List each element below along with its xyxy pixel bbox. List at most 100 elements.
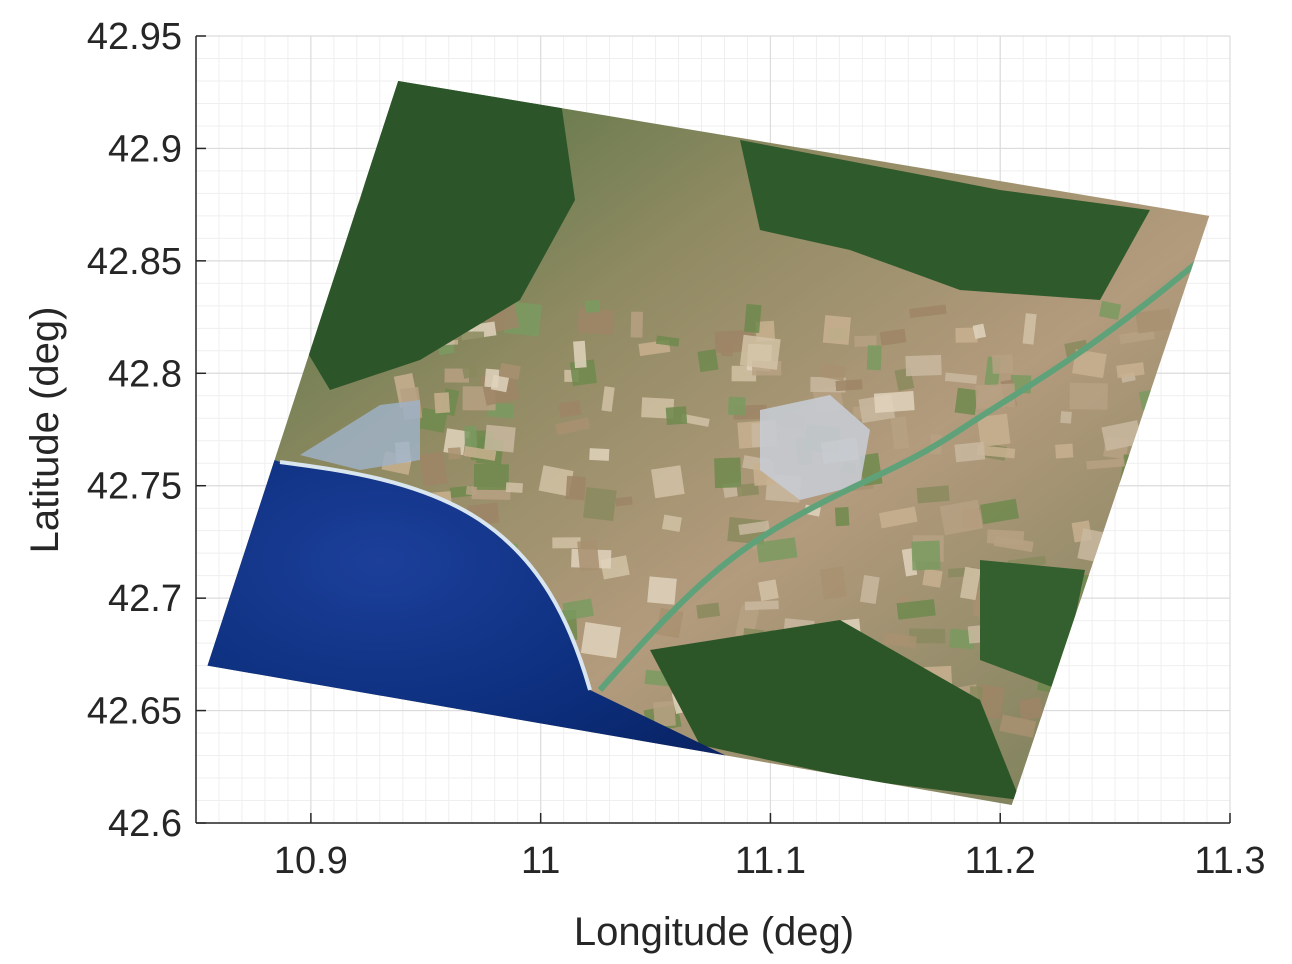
field-patch (461, 363, 478, 379)
field-patch (655, 335, 680, 347)
field-patch (939, 499, 983, 536)
field-patch (992, 354, 1014, 374)
field-patch (954, 387, 979, 416)
forest-se (650, 620, 1020, 800)
field-patch (464, 425, 478, 449)
field-patch (744, 303, 762, 334)
field-patch (601, 386, 615, 412)
field-patch (505, 482, 523, 493)
field-patch (583, 487, 617, 521)
field-patch (739, 334, 781, 370)
field-patch (882, 632, 917, 649)
field-patch (562, 598, 594, 621)
field-patch (419, 451, 448, 487)
field-patch (738, 520, 770, 536)
field-patch (580, 622, 621, 659)
y-tick-label: 42.7 (108, 578, 182, 620)
field-patch (558, 400, 582, 418)
field-patch (854, 335, 877, 347)
field-patch (419, 407, 448, 433)
field-patch (573, 340, 587, 369)
field-patch (977, 413, 1011, 448)
field-patch (986, 529, 1025, 546)
field-patch (615, 496, 633, 507)
shoreline (279, 460, 592, 691)
field-patch (696, 602, 721, 619)
y-axis-ticks: 42.6 42.65 42.7 42.75 42.8 42.85 42.9 42.95 (87, 16, 206, 845)
field-patch (473, 463, 509, 491)
field-patch (873, 390, 915, 413)
field-patch (916, 485, 950, 504)
field-patch (465, 485, 478, 496)
y-axis-label: Latitude (deg) (23, 307, 67, 554)
forest-ne (740, 140, 1150, 300)
field-patch (1135, 308, 1173, 334)
field-patch (922, 568, 943, 588)
field-patch (656, 607, 684, 639)
field-patch (1069, 382, 1108, 410)
river (597, 257, 1202, 692)
field-patch (647, 576, 677, 605)
field-patch (714, 457, 742, 489)
field-patch (1022, 313, 1037, 345)
field-patch (835, 379, 863, 392)
x-tick-label: 11.1 (735, 840, 806, 882)
field-patch (651, 465, 685, 499)
field-patch (538, 465, 574, 497)
field-patch (1072, 349, 1107, 379)
y-tick-label: 42.6 (108, 803, 182, 845)
field-patch (878, 506, 918, 529)
field-patch (980, 498, 1019, 525)
field-patch (890, 416, 910, 450)
field-patch (859, 574, 880, 605)
field-patch (680, 413, 710, 427)
field-patch (736, 482, 759, 497)
y-tick-label: 42.95 (87, 16, 182, 58)
field-patch (484, 424, 516, 453)
field-patch (960, 566, 981, 601)
field-patch (498, 362, 521, 380)
field-patch (820, 566, 847, 600)
field-patch (1018, 697, 1044, 721)
axes-frame (195, 36, 1230, 824)
forest-nw (300, 81, 575, 390)
field-patch (727, 396, 746, 416)
field-patch (661, 514, 682, 532)
field-patch (755, 320, 776, 342)
field-patch (1116, 362, 1145, 379)
field-patch (584, 299, 601, 313)
field-patch (896, 599, 936, 620)
field-patch (1060, 411, 1072, 424)
urban-area (760, 395, 870, 500)
x-tick-label: 10.9 (274, 840, 348, 882)
forest-e (980, 560, 1085, 690)
field-patch (744, 600, 779, 611)
field-patch (449, 485, 472, 499)
lagoon (300, 400, 420, 470)
y-tick-label: 42.65 (87, 691, 182, 733)
sea (207, 430, 735, 760)
x-axis-ticks: 10.9 11 11.1 11.2 11.3 (274, 813, 1266, 882)
field-patch (822, 315, 851, 345)
field-patch (577, 308, 615, 335)
field-patch (434, 392, 451, 414)
field-patch (697, 349, 719, 373)
y-tick-label: 42.9 (108, 128, 182, 170)
field-patch (756, 537, 798, 563)
field-patch (866, 345, 882, 371)
field-patch (1086, 458, 1125, 470)
field-patch (641, 397, 675, 419)
field-patch (630, 311, 643, 338)
field-patch (1119, 329, 1155, 345)
field-patch (565, 475, 586, 501)
field-patch (589, 448, 610, 461)
field-patch (909, 304, 947, 319)
field-patch (976, 445, 1016, 459)
field-patch (758, 579, 779, 602)
field-patch (972, 323, 987, 340)
field-patch (1055, 443, 1074, 459)
field-patch (999, 714, 1037, 738)
field-patch (905, 354, 942, 377)
field-patch (1101, 420, 1142, 452)
